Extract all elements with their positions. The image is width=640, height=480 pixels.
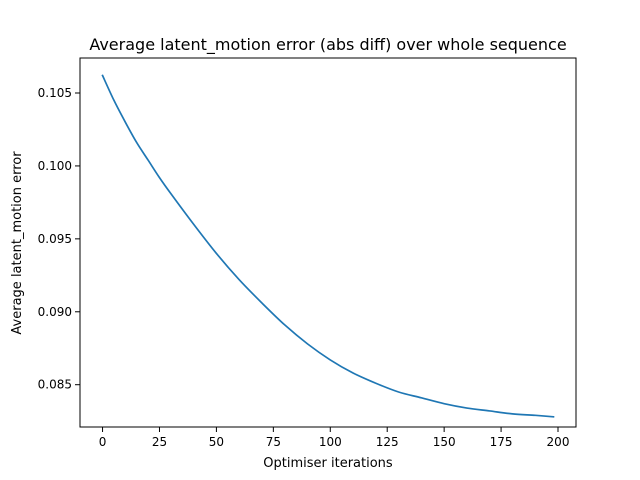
y-tick-label: 0.090 [38,305,72,319]
y-tick-label: 0.095 [38,232,72,246]
chart-title: Average latent_motion error (abs diff) o… [89,35,566,55]
series-line [101,74,555,418]
y-axis-label: Average latent_motion error [10,151,25,335]
x-tick-label: 50 [209,435,224,449]
y-tick-label: 0.105 [38,86,72,100]
x-tick-label: 75 [266,435,281,449]
x-axis-label: Optimiser iterations [263,456,393,471]
x-tick-label: 25 [152,435,167,449]
plot-area [101,74,555,418]
x-tick-label: 0 [99,435,107,449]
x-tick-label: 175 [490,435,513,449]
y-axis-ticks: 0.085 0.090 0.095 0.100 0.105 [38,86,80,392]
x-tick-label: 200 [547,435,570,449]
x-axis-ticks: 0 25 50 75 100 125 150 175 200 [99,427,570,449]
y-tick-label: 0.100 [38,159,72,173]
x-tick-label: 150 [433,435,456,449]
axes-frame [79,57,577,428]
x-tick-label: 125 [376,435,399,449]
y-tick-label: 0.085 [38,378,72,392]
x-tick-label: 100 [319,435,342,449]
